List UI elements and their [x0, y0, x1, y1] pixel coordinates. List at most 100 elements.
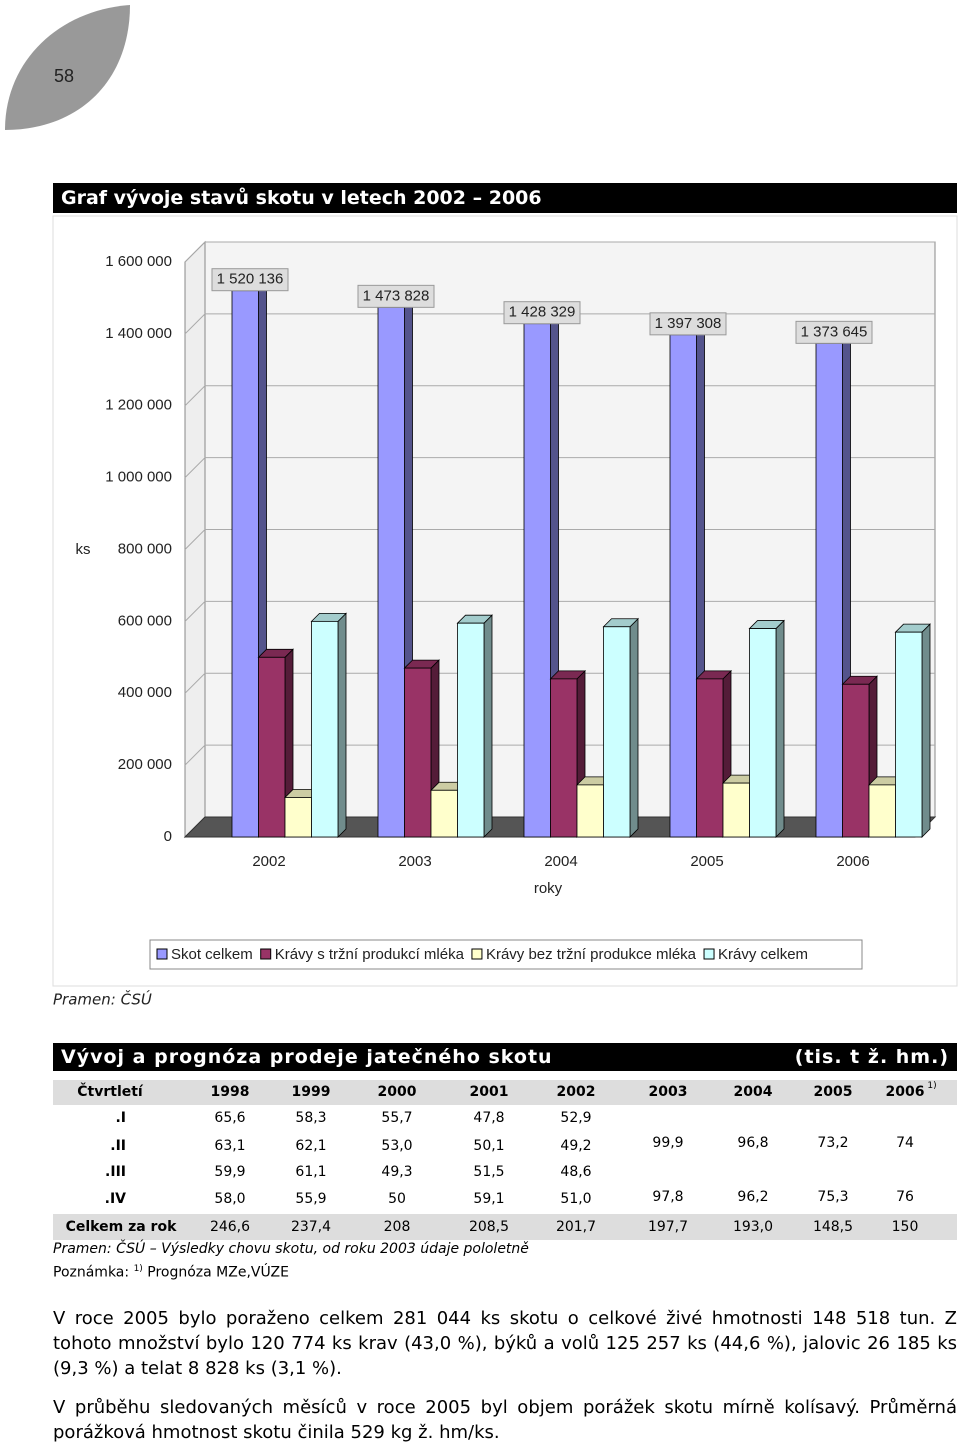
bar	[377, 306, 405, 838]
y-tick-label: 400 000	[118, 684, 172, 701]
note-mark: 1)	[133, 1264, 143, 1274]
bar	[576, 784, 604, 838]
column-header: 2005	[813, 1084, 853, 1100]
page-leaf	[5, 5, 130, 130]
table-header-bg	[53, 1080, 957, 1105]
bar	[231, 290, 259, 838]
y-tick-label: 600 000	[118, 612, 172, 629]
total-cell: 246,6	[209, 1219, 251, 1235]
table-cell: 52,9	[560, 1110, 592, 1126]
column-header: 2000	[377, 1084, 417, 1100]
bar-side	[921, 623, 931, 838]
y-axis-label: ks	[76, 541, 91, 558]
total-cell: 197,7	[647, 1219, 689, 1235]
table-cell: 48,6	[560, 1164, 592, 1180]
row-label: I.	[115, 1110, 126, 1126]
legend-label: Krávy celkem	[718, 946, 808, 963]
table-title-bar: Vývoj a prognóza prodeje jatečného skotu…	[53, 1043, 957, 1071]
table-note: Poznámka: 1) Prognóza MZe,VÚZE	[53, 1264, 289, 1281]
grid-line	[184, 241, 935, 263]
table-cell: 51,5	[473, 1164, 505, 1180]
page-number: 58	[54, 66, 74, 86]
value-label-box	[211, 268, 289, 292]
bar	[842, 683, 870, 838]
table-cell: 96,2	[737, 1189, 769, 1205]
table-cell: 55,9	[295, 1191, 327, 1207]
value-label: 1 397 308	[655, 315, 722, 332]
value-label-box	[649, 312, 727, 336]
note-text: Prognóza MZe,VÚZE	[147, 1264, 289, 1281]
table-cell: 96,8	[737, 1135, 769, 1151]
value-label: 1 428 329	[509, 304, 576, 321]
table-cell: 63,1	[214, 1138, 246, 1154]
table-cell: 58,3	[295, 1110, 327, 1126]
table-cell: 50,1	[473, 1138, 505, 1154]
legend-label: Krávy s tržní produkcí mléka	[275, 946, 465, 963]
table-cell: 61,1	[295, 1164, 327, 1180]
table-cell: 49,2	[560, 1138, 592, 1154]
y-tick-label: 0	[164, 828, 172, 845]
bar	[430, 789, 458, 838]
bar	[722, 782, 750, 838]
value-label: 1 373 645	[801, 323, 868, 340]
bar	[284, 797, 312, 838]
bar	[550, 678, 578, 838]
column-header: 2003	[648, 1084, 688, 1100]
bar-side	[629, 617, 639, 838]
bar	[404, 667, 432, 838]
value-label: 1 473 828	[363, 287, 430, 304]
y-tick-label: 1 200 000	[105, 397, 172, 414]
legend-swatch	[260, 948, 272, 960]
header-note: 1)	[927, 1081, 937, 1091]
y-tick-label: 1 400 000	[105, 325, 172, 342]
paragraph: V roce 2005 bylo poraženo celkem 281 044…	[53, 1308, 957, 1379]
legend-label: Krávy bez tržní produkce mléka	[486, 946, 697, 963]
value-label: 1 520 136	[217, 271, 284, 288]
table-cell: 73,2	[817, 1135, 849, 1151]
chart-source: Pramen: ČSÚ	[53, 990, 152, 1009]
legend-swatch	[156, 948, 168, 960]
legend-swatch	[471, 948, 483, 960]
table-cell: 75,3	[817, 1189, 849, 1205]
table-cell: 74	[896, 1135, 914, 1151]
table-cell: 97,8	[652, 1189, 684, 1205]
total-cell: 208,5	[468, 1219, 510, 1235]
x-tick-label: 2003	[398, 853, 431, 870]
chart-frame	[52, 215, 958, 987]
bar	[895, 631, 923, 838]
bar	[669, 334, 697, 838]
table-cell: 65,6	[214, 1110, 246, 1126]
bar-side	[337, 612, 347, 838]
x-tick-label: 2002	[252, 853, 285, 870]
total-cell: 208	[383, 1219, 411, 1235]
chart-heading: Graf vývoje stavů skotu v letech 2002 – …	[53, 183, 957, 213]
column-header: 2006	[885, 1084, 925, 1100]
bar	[457, 622, 485, 838]
x-tick-label: 2005	[690, 853, 723, 870]
table-cell: 51,0	[560, 1191, 592, 1207]
total-cell: 148,5	[812, 1219, 854, 1235]
legend-label: Skot celkem	[171, 946, 253, 963]
table-total-bg	[53, 1214, 957, 1240]
y-tick-label: 800 000	[118, 540, 172, 557]
bar-side	[483, 614, 493, 838]
note-label: Poznámka:	[53, 1264, 130, 1281]
table-source: Pramen: ČSÚ – Výsledky chovu skotu, od r…	[53, 1241, 529, 1257]
y-tick-label: 1 600 000	[105, 253, 172, 270]
table-cell: 59,1	[473, 1191, 505, 1207]
paragraph: V průběhu sledovaných měsíců v roce 2005…	[53, 1397, 957, 1443]
bar	[258, 656, 286, 838]
table-cell: 55,7	[381, 1110, 413, 1126]
column-header: 2002	[556, 1084, 596, 1100]
bar	[603, 626, 631, 838]
table-cell: 59,9	[214, 1164, 246, 1180]
table-title: Vývoj a prognóza prodeje jatečného skotu	[61, 1046, 553, 1068]
row-label: III.	[105, 1164, 126, 1180]
value-label-box	[503, 301, 581, 325]
total-cell: 237,4	[290, 1219, 332, 1235]
total-label: Celkem za rok	[65, 1219, 177, 1235]
column-header: 1999	[291, 1084, 331, 1100]
table-cell: 62,1	[295, 1138, 327, 1154]
table-cell: 49,3	[381, 1164, 413, 1180]
